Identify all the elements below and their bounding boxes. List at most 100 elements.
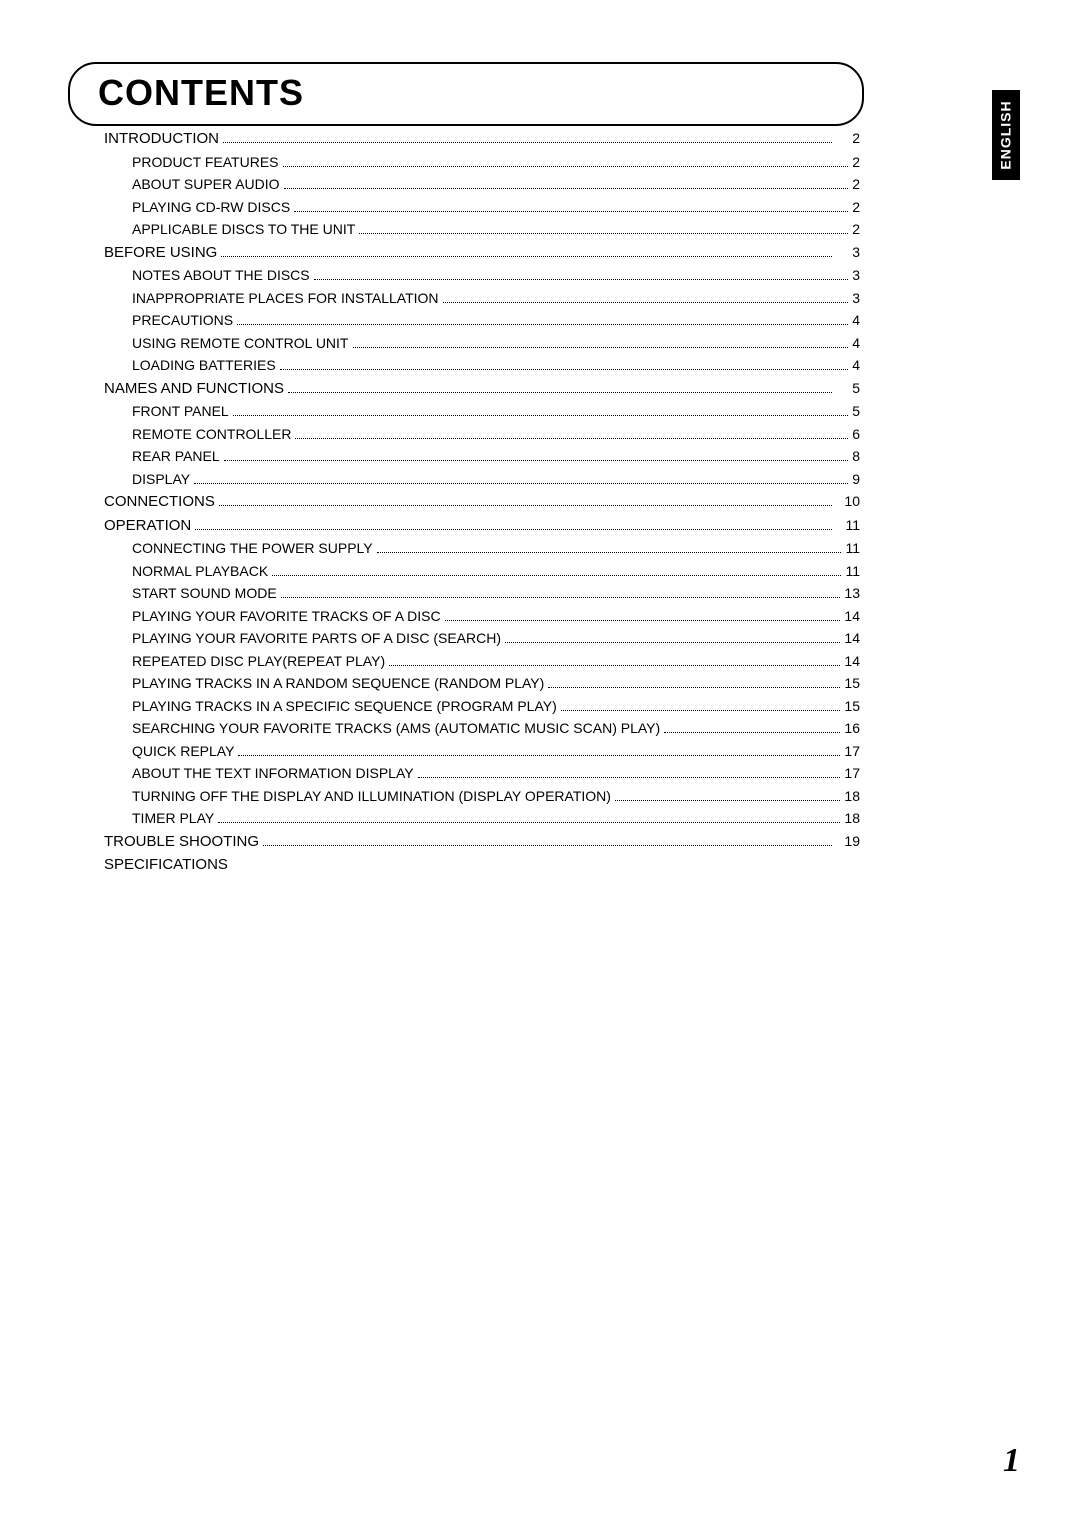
toc-row: REAR PANEL8 (132, 448, 860, 464)
toc-row: TURNING OFF THE DISPLAY AND ILLUMINATION… (132, 788, 860, 804)
toc-leader (664, 732, 840, 733)
toc-page: 2 (852, 176, 860, 192)
toc-page: 2 (852, 199, 860, 215)
page-number: 1 (1003, 1442, 1020, 1480)
toc-page: 17 (844, 743, 860, 759)
toc-label: APPLICABLE DISCS TO THE UNIT (132, 221, 355, 237)
toc-label: BEFORE USING (104, 244, 217, 261)
toc-leader (295, 438, 848, 439)
toc-label: TROUBLE SHOOTING (104, 833, 259, 850)
toc-leader (548, 687, 840, 688)
toc-row: PLAYING CD-RW DISCS2 (132, 199, 860, 215)
toc-page: 15 (844, 698, 860, 714)
toc-label: DISPLAY (132, 471, 190, 487)
toc-leader (615, 800, 840, 801)
toc-label: PRECAUTIONS (132, 312, 233, 328)
toc-leader (445, 620, 841, 621)
toc-page: 2 (852, 154, 860, 170)
toc-page: 11 (845, 540, 860, 556)
toc-label: NAMES AND FUNCTIONS (104, 380, 284, 397)
toc-label: INAPPROPRIATE PLACES FOR INSTALLATION (132, 290, 439, 306)
toc-label: ABOUT SUPER AUDIO (132, 176, 280, 192)
toc-label: NORMAL PLAYBACK (132, 563, 268, 579)
toc-leader (283, 166, 849, 167)
toc-page: 14 (844, 630, 860, 646)
toc-label: LOADING BATTERIES (132, 357, 276, 373)
toc-page: 9 (852, 471, 860, 487)
toc-leader (223, 142, 832, 143)
toc-page: 10 (836, 493, 860, 509)
toc-row: OPERATION11 (104, 517, 860, 534)
toc-label: REPEATED DISC PLAY(REPEAT PLAY) (132, 653, 385, 669)
toc-page: 17 (844, 765, 860, 781)
contents-title-box: CONTENTS (68, 62, 864, 126)
toc-page: 18 (844, 810, 860, 826)
toc-label: PLAYING TRACKS IN A RANDOM SEQUENCE (RAN… (132, 675, 544, 691)
toc-row: NORMAL PLAYBACK11 (132, 563, 860, 579)
toc-row: SPECIFICATIONS (104, 856, 860, 873)
toc-page: 4 (852, 357, 860, 373)
toc-label: SEARCHING YOUR FAVORITE TRACKS (AMS (AUT… (132, 720, 660, 736)
toc-leader (294, 211, 848, 212)
toc-label: CONNECTIONS (104, 493, 215, 510)
toc-row: TROUBLE SHOOTING 19 (104, 833, 860, 850)
toc-row: DISPLAY 9 (132, 471, 860, 487)
toc-page: 2 (852, 221, 860, 237)
toc-row: USING REMOTE CONTROL UNIT4 (132, 335, 860, 351)
toc-row: CONNECTING THE POWER SUPPLY 11 (132, 540, 860, 556)
toc-row: REMOTE CONTROLLER 6 (132, 426, 860, 442)
toc-leader (218, 822, 840, 823)
toc-leader (219, 505, 832, 506)
toc-row: CONNECTIONS 10 (104, 493, 860, 510)
toc-leader (443, 302, 849, 303)
toc-leader (237, 324, 848, 325)
toc-label: REAR PANEL (132, 448, 220, 464)
toc-leader (288, 392, 832, 393)
toc-leader (233, 415, 848, 416)
toc-page: 3 (852, 290, 860, 306)
toc-page: 16 (844, 720, 860, 736)
toc-label: NOTES ABOUT THE DISCS (132, 267, 310, 283)
toc-leader (314, 279, 849, 280)
toc-page: 14 (844, 653, 860, 669)
table-of-contents: INTRODUCTION2PRODUCT FEATURES2ABOUT SUPE… (104, 130, 860, 880)
contents-title: CONTENTS (98, 72, 834, 114)
toc-page: 5 (852, 403, 860, 419)
toc-label: TURNING OFF THE DISPLAY AND ILLUMINATION… (132, 788, 611, 804)
toc-label: FRONT PANEL (132, 403, 229, 419)
toc-leader (377, 552, 842, 553)
toc-row: PLAYING YOUR FAVORITE PARTS OF A DISC (S… (132, 630, 860, 646)
toc-leader (353, 347, 849, 348)
toc-label: QUICK REPLAY (132, 743, 234, 759)
toc-row: QUICK REPLAY 17 (132, 743, 860, 759)
toc-leader (280, 369, 849, 370)
toc-row: NOTES ABOUT THE DISCS3 (132, 267, 860, 283)
toc-leader (195, 529, 832, 530)
toc-row: PLAYING TRACKS IN A RANDOM SEQUENCE (RAN… (132, 675, 860, 691)
toc-page: 14 (844, 608, 860, 624)
toc-row: ABOUT SUPER AUDIO 2 (132, 176, 860, 192)
toc-label: CONNECTING THE POWER SUPPLY (132, 540, 373, 556)
toc-row: LOADING BATTERIES 4 (132, 357, 860, 373)
toc-label: PLAYING TRACKS IN A SPECIFIC SEQUENCE (P… (132, 698, 557, 714)
toc-page: 6 (852, 426, 860, 442)
toc-leader (284, 188, 849, 189)
toc-page: 3 (836, 244, 860, 260)
toc-page: 5 (836, 380, 860, 396)
toc-page: 4 (852, 312, 860, 328)
toc-label: USING REMOTE CONTROL UNIT (132, 335, 349, 351)
toc-page: 19 (836, 833, 860, 849)
toc-page: 15 (844, 675, 860, 691)
toc-row: NAMES AND FUNCTIONS 5 (104, 380, 860, 397)
toc-row: INTRODUCTION 2 (104, 130, 860, 147)
toc-leader (194, 483, 848, 484)
toc-label: REMOTE CONTROLLER (132, 426, 291, 442)
toc-page: 2 (836, 130, 860, 146)
toc-page: 11 (836, 517, 860, 533)
toc-label: TIMER PLAY (132, 810, 214, 826)
toc-label: INTRODUCTION (104, 130, 219, 147)
toc-leader (281, 597, 841, 598)
toc-label: PLAYING YOUR FAVORITE TRACKS OF A DISC (132, 608, 441, 624)
toc-row: BEFORE USING 3 (104, 244, 860, 261)
toc-page: 13 (844, 585, 860, 601)
